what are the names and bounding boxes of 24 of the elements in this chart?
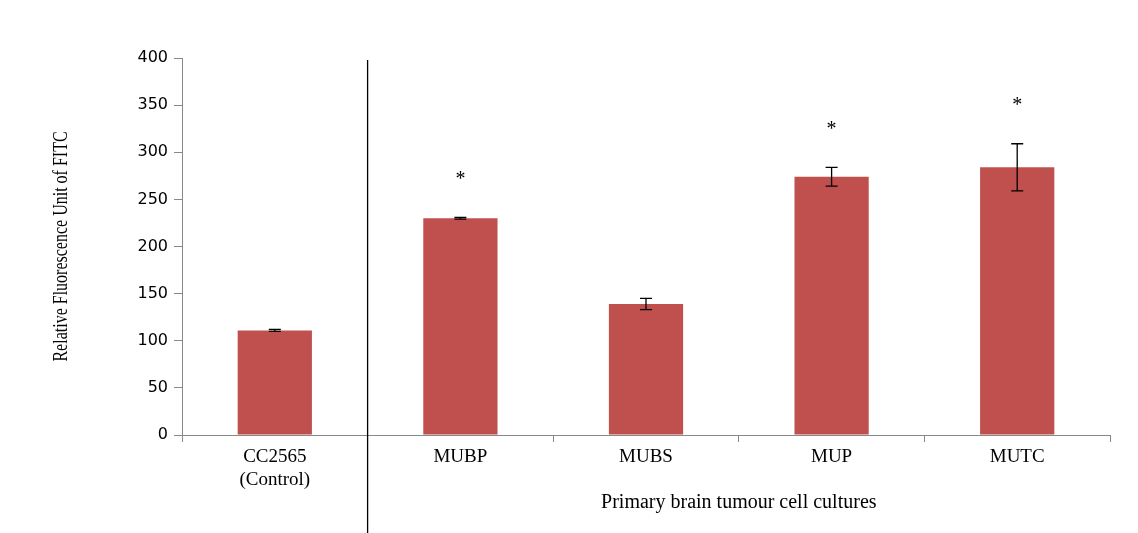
y-tick-label: 200 xyxy=(137,235,168,255)
x-tick-label: MUBP xyxy=(433,445,488,467)
bar xyxy=(423,218,498,435)
data-label: * xyxy=(826,116,837,139)
x-axis-title: Primary brain tumour cell cultures xyxy=(601,490,877,514)
data-label: * xyxy=(1012,93,1023,116)
y-tick-label: 350 xyxy=(137,94,168,114)
y-tick-label: 250 xyxy=(137,188,168,208)
y-tick-label: 400 xyxy=(137,47,168,67)
x-tick-label: MUP xyxy=(811,445,853,467)
y-tick-label: 300 xyxy=(137,141,168,161)
x-tick-label: MUBS xyxy=(619,445,673,467)
bar xyxy=(980,167,1055,435)
bar xyxy=(794,176,869,435)
bar xyxy=(608,303,684,435)
y-axis-title: Relative Fluorescence Unit of FITC xyxy=(49,131,72,362)
y-tick-label: 0 xyxy=(157,424,168,444)
y-tick-label: 150 xyxy=(137,282,168,302)
y-tick-label: 100 xyxy=(137,329,168,349)
bar xyxy=(237,330,312,435)
x-tick-label: MUTC xyxy=(989,445,1045,467)
x-tick-label: CC2565 (Control) xyxy=(239,445,311,491)
y-tick-label: 50 xyxy=(147,377,168,397)
data-label: * xyxy=(455,166,466,189)
